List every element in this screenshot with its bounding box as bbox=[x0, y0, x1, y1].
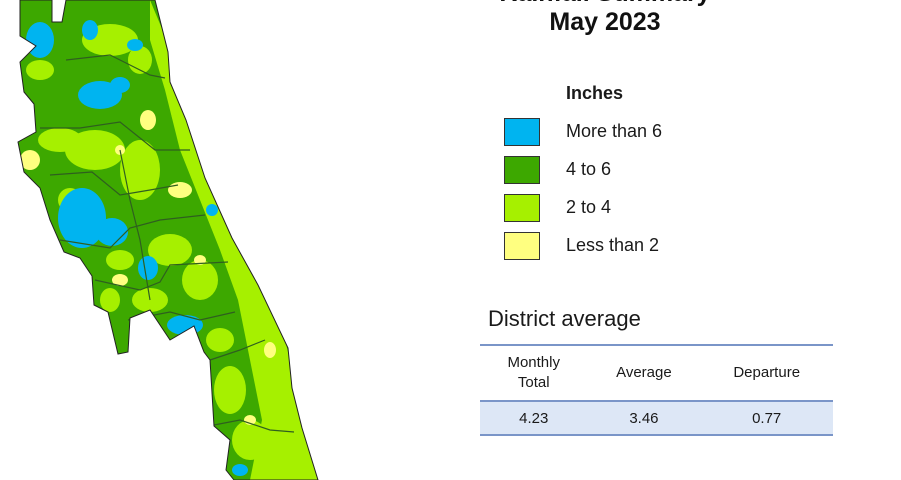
header-monthly-total: Monthly Total bbox=[480, 344, 588, 402]
district-area bbox=[18, 0, 318, 480]
district-average-title: District average bbox=[488, 306, 641, 331]
county-boundaries bbox=[40, 54, 295, 433]
zone-more-than-6 bbox=[26, 20, 248, 476]
header-monthly-line-2: Total bbox=[517, 374, 550, 391]
district-outline bbox=[17, 0, 319, 480]
cell-average: 3.46 bbox=[587, 401, 701, 436]
map-title-line-1: Rainfall Summary bbox=[480, 0, 730, 8]
zone-less-than-2 bbox=[20, 110, 276, 425]
legend-swatch-light-green bbox=[504, 194, 540, 222]
legend-label: More than 6 bbox=[566, 121, 663, 141]
map-title-line-2: May 2023 bbox=[549, 8, 661, 36]
legend-label: 2 to 4 bbox=[566, 197, 612, 217]
table-row: 4.23 3.46 0.77 bbox=[480, 401, 833, 436]
legend-label: 4 to 6 bbox=[566, 159, 612, 179]
table-header-row: Monthly Total Average Departure bbox=[480, 344, 833, 402]
legend-label: Less than 2 bbox=[566, 235, 660, 255]
header-departure: Departure bbox=[700, 344, 833, 402]
legend-swatch-blue bbox=[504, 118, 540, 146]
cell-departure: 0.77 bbox=[700, 401, 833, 436]
cell-monthly-total: 4.23 bbox=[480, 401, 588, 436]
legend-swatch-yellow bbox=[504, 232, 540, 260]
header-average: Average bbox=[587, 344, 701, 402]
legend-swatch-green bbox=[504, 156, 540, 184]
rainfall-map bbox=[17, 0, 319, 480]
legend-title: Inches bbox=[566, 83, 624, 103]
district-average-table: Monthly Total Average Departure 4.23 3.4… bbox=[480, 344, 833, 436]
header-monthly-line-1: Monthly bbox=[507, 354, 560, 371]
